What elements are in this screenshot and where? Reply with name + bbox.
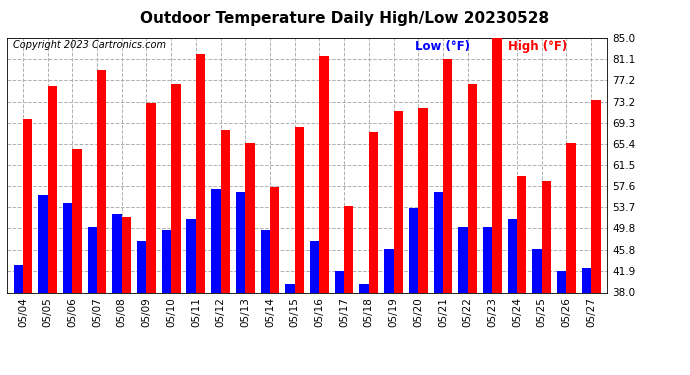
Bar (121, 216, 131, 375)
Text: High (°F): High (°F) (508, 40, 567, 53)
Bar (508, 219, 517, 375)
Bar (23, 119, 32, 375)
Bar (112, 214, 121, 375)
Bar (393, 111, 403, 375)
Bar (245, 143, 255, 375)
Bar (483, 227, 493, 375)
Bar (433, 192, 443, 375)
Bar (211, 189, 221, 375)
Bar (533, 249, 542, 375)
Bar (171, 84, 181, 375)
Bar (270, 187, 279, 375)
Bar (458, 227, 468, 375)
Bar (359, 284, 369, 375)
Text: Copyright 2023 Cartronics.com: Copyright 2023 Cartronics.com (13, 40, 166, 50)
Bar (310, 241, 319, 375)
Bar (369, 132, 378, 375)
Bar (72, 149, 81, 375)
Bar (38, 195, 48, 375)
Bar (443, 59, 453, 375)
Bar (542, 181, 551, 375)
Bar (97, 70, 106, 375)
Text: Outdoor Temperature Daily High/Low 20230528: Outdoor Temperature Daily High/Low 20230… (141, 11, 549, 26)
Bar (236, 192, 245, 375)
Bar (295, 127, 304, 375)
Bar (557, 271, 566, 375)
Bar (196, 54, 205, 375)
Text: Low (°F): Low (°F) (415, 40, 470, 53)
Bar (566, 143, 576, 375)
Bar (582, 268, 591, 375)
Bar (14, 266, 23, 375)
Bar (221, 130, 230, 375)
Bar (261, 230, 270, 375)
Bar (335, 271, 344, 375)
Bar (48, 86, 57, 375)
Bar (137, 241, 146, 375)
Bar (468, 84, 477, 375)
Bar (384, 249, 393, 375)
Bar (161, 230, 171, 375)
Bar (63, 203, 72, 375)
Bar (418, 108, 428, 375)
Bar (409, 209, 418, 375)
Bar (319, 57, 329, 375)
Bar (517, 176, 526, 375)
Bar (493, 38, 502, 375)
Bar (146, 103, 156, 375)
Bar (88, 227, 97, 375)
Bar (344, 206, 353, 375)
Bar (591, 100, 600, 375)
Bar (186, 219, 196, 375)
Bar (285, 284, 295, 375)
